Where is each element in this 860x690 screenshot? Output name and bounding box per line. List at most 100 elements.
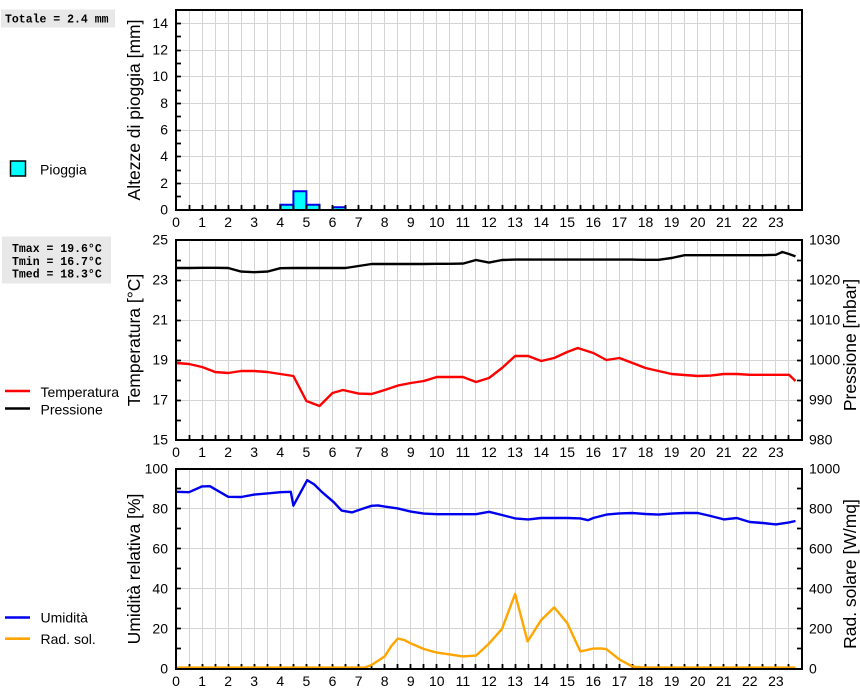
svg-text:20: 20 <box>690 444 706 460</box>
svg-text:Rad. solare [W/mq]: Rad. solare [W/mq] <box>840 499 860 649</box>
svg-text:13: 13 <box>507 444 523 460</box>
svg-text:0: 0 <box>160 202 168 218</box>
svg-text:2: 2 <box>224 444 232 460</box>
svg-text:17: 17 <box>152 392 168 408</box>
svg-text:6: 6 <box>329 444 337 460</box>
svg-text:2: 2 <box>224 673 232 689</box>
svg-text:Pressione: Pressione <box>41 402 103 418</box>
svg-text:Umidità relativa [%]: Umidità relativa [%] <box>124 494 144 645</box>
svg-text:23: 23 <box>768 214 784 230</box>
svg-text:990: 990 <box>809 392 833 408</box>
svg-text:3: 3 <box>250 444 258 460</box>
svg-text:10: 10 <box>429 214 445 230</box>
svg-text:12: 12 <box>152 42 168 58</box>
svg-text:0: 0 <box>809 661 817 677</box>
svg-text:40: 40 <box>152 581 168 597</box>
svg-text:18: 18 <box>638 214 654 230</box>
svg-text:14: 14 <box>533 444 549 460</box>
svg-text:13: 13 <box>507 214 523 230</box>
svg-text:14: 14 <box>533 214 549 230</box>
svg-text:18: 18 <box>638 444 654 460</box>
svg-text:10: 10 <box>152 68 168 84</box>
svg-text:3: 3 <box>250 214 258 230</box>
svg-text:6: 6 <box>329 214 337 230</box>
svg-text:8: 8 <box>381 214 389 230</box>
svg-text:10: 10 <box>429 444 445 460</box>
svg-text:0: 0 <box>160 661 168 677</box>
svg-text:980: 980 <box>809 432 833 448</box>
svg-text:7: 7 <box>355 673 363 689</box>
svg-text:21: 21 <box>716 214 732 230</box>
svg-text:19: 19 <box>664 673 680 689</box>
svg-text:0: 0 <box>172 673 180 689</box>
svg-text:Tmed = 18.3°C: Tmed = 18.3°C <box>12 269 102 282</box>
svg-text:15: 15 <box>559 444 575 460</box>
svg-text:9: 9 <box>407 444 415 460</box>
svg-text:9: 9 <box>407 214 415 230</box>
svg-text:18: 18 <box>638 673 654 689</box>
svg-text:14: 14 <box>152 15 168 31</box>
svg-text:11: 11 <box>456 673 471 689</box>
svg-text:23: 23 <box>152 272 168 288</box>
svg-text:12: 12 <box>481 673 497 689</box>
svg-text:19: 19 <box>152 352 168 368</box>
svg-text:25: 25 <box>152 232 168 248</box>
svg-text:8: 8 <box>381 673 389 689</box>
svg-text:8: 8 <box>160 95 168 111</box>
svg-text:4: 4 <box>276 214 284 230</box>
svg-text:22: 22 <box>742 214 758 230</box>
svg-text:12: 12 <box>481 214 497 230</box>
svg-text:1: 1 <box>198 444 206 460</box>
svg-text:Umidità: Umidità <box>41 610 89 626</box>
svg-text:16: 16 <box>586 673 602 689</box>
svg-text:1030: 1030 <box>809 232 840 248</box>
svg-text:6: 6 <box>160 122 168 138</box>
svg-text:200: 200 <box>809 621 833 637</box>
svg-text:5: 5 <box>303 214 311 230</box>
svg-text:5: 5 <box>303 673 311 689</box>
svg-text:15: 15 <box>559 214 575 230</box>
svg-text:23: 23 <box>768 673 784 689</box>
svg-text:400: 400 <box>809 581 833 597</box>
svg-text:17: 17 <box>612 444 628 460</box>
svg-text:80: 80 <box>152 501 168 517</box>
svg-text:600: 600 <box>809 541 833 557</box>
svg-text:13: 13 <box>507 673 523 689</box>
svg-text:Totale = 2.4 mm: Totale = 2.4 mm <box>5 14 109 27</box>
svg-text:Tmax = 19.6°C: Tmax = 19.6°C <box>12 243 102 256</box>
svg-text:0: 0 <box>172 214 180 230</box>
svg-text:19: 19 <box>664 444 680 460</box>
svg-text:3: 3 <box>250 673 258 689</box>
svg-text:20: 20 <box>152 621 168 637</box>
svg-text:16: 16 <box>586 214 602 230</box>
svg-text:21: 21 <box>716 673 732 689</box>
svg-text:100: 100 <box>145 461 169 477</box>
svg-text:Pressione [mbar]: Pressione [mbar] <box>840 279 860 411</box>
svg-text:Temperatura [°C]: Temperatura [°C] <box>124 274 144 406</box>
svg-text:9: 9 <box>407 673 415 689</box>
svg-text:15: 15 <box>559 673 575 689</box>
svg-text:1010: 1010 <box>809 312 840 328</box>
svg-text:Pioggia: Pioggia <box>40 162 87 178</box>
svg-text:10: 10 <box>429 673 445 689</box>
svg-text:1000: 1000 <box>809 461 840 477</box>
svg-text:Temperatura: Temperatura <box>41 384 120 400</box>
svg-text:4: 4 <box>276 673 284 689</box>
svg-text:11: 11 <box>456 444 471 460</box>
svg-text:14: 14 <box>533 673 549 689</box>
svg-text:17: 17 <box>612 214 628 230</box>
svg-text:2: 2 <box>224 214 232 230</box>
svg-text:4: 4 <box>160 148 168 164</box>
svg-text:8: 8 <box>381 444 389 460</box>
svg-text:0: 0 <box>172 444 180 460</box>
svg-text:Rad. sol.: Rad. sol. <box>41 631 96 647</box>
svg-text:7: 7 <box>355 444 363 460</box>
svg-text:Altezze di pioggia [mm]: Altezze di pioggia [mm] <box>124 20 144 201</box>
svg-text:1020: 1020 <box>809 272 840 288</box>
svg-text:23: 23 <box>768 444 784 460</box>
svg-text:22: 22 <box>742 444 758 460</box>
svg-text:7: 7 <box>355 214 363 230</box>
svg-text:17: 17 <box>612 673 628 689</box>
svg-text:20: 20 <box>690 214 706 230</box>
svg-text:1: 1 <box>198 673 206 689</box>
